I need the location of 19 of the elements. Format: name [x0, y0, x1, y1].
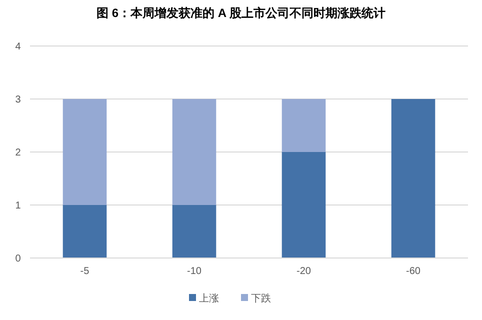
x-tick-label: -5	[80, 266, 90, 277]
legend-label: 下跌	[251, 292, 271, 304]
bar	[282, 99, 326, 152]
bar	[172, 99, 216, 205]
bar	[172, 205, 216, 258]
chart-title: 图 6：本周增发获准的 A 股上市公司不同时期涨跌统计	[96, 6, 386, 20]
y-tick-label: 3	[15, 94, 22, 106]
y-tick-label: 0	[15, 254, 22, 264]
bar	[62, 205, 107, 258]
y-tick-label: 1	[15, 200, 22, 212]
bar	[282, 152, 326, 258]
y-tick-label: 4	[15, 42, 22, 52]
y-tick-label: 2	[15, 148, 22, 158]
bar	[391, 99, 436, 258]
legend-label: 上涨	[199, 292, 219, 304]
x-tick-label: -20	[296, 266, 312, 277]
bar	[62, 99, 107, 205]
x-tick-label: -60	[406, 266, 421, 277]
x-tick-label: -10	[187, 266, 202, 277]
